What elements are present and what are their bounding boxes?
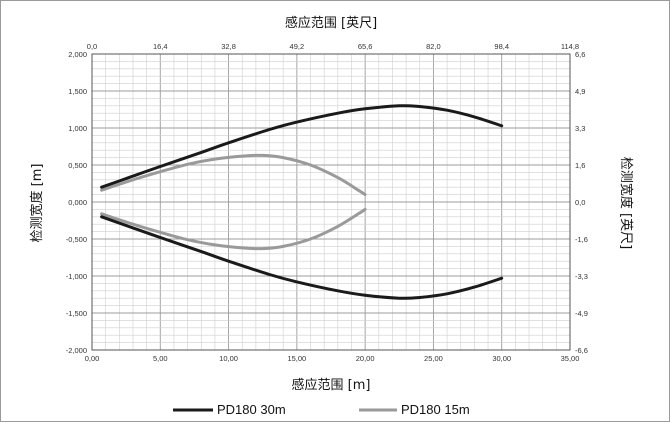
legend: PD180 30m PD180 15m xyxy=(173,402,470,417)
x-tick-label: 20,00 xyxy=(356,354,375,363)
x-tick-label: 5,00 xyxy=(153,354,168,363)
x2-tick-label: 65,6 xyxy=(358,42,373,51)
y-axis-title-right: 检测宽度 [英尺] xyxy=(618,157,634,249)
x-tick-label: 10,00 xyxy=(219,354,238,363)
series-line-pd180-30m-upper xyxy=(100,104,504,189)
y2-tick-label: 1,6 xyxy=(575,161,585,170)
x2-tick-label: 32,8 xyxy=(221,42,236,51)
top-axis-title: 感应范围 [英尺] xyxy=(285,15,377,31)
x-tick-label: 0,00 xyxy=(85,354,100,363)
series-line-pd180-15m-upper xyxy=(100,153,367,197)
y2-tick-label: 3,3 xyxy=(575,124,585,133)
x2-tick-label: 114,8 xyxy=(561,42,579,51)
tick-labels: 0,00 5,00 10,00 15,00 20,00 25,00 30,00 35,00 0,… xyxy=(66,42,588,363)
y2-tick-label: 4,9 xyxy=(575,87,585,96)
x2-tick-label: 82,0 xyxy=(426,42,441,51)
y2-tick-label: 0,0 xyxy=(575,198,585,207)
y-tick-label: -0,500 xyxy=(66,235,87,244)
y2-tick-label: -4,9 xyxy=(575,309,588,318)
x2-tick-label: 98,4 xyxy=(494,42,509,51)
y-axis-title-left: 检测宽度 [m] xyxy=(29,164,45,243)
x-tick-label: 30,00 xyxy=(492,354,511,363)
y-tick-label: 0,500 xyxy=(68,161,87,170)
plot-border xyxy=(91,53,571,351)
grid xyxy=(92,54,570,350)
x2-tick-label: 16,4 xyxy=(153,42,168,51)
series-line-pd180-30m-lower xyxy=(100,215,504,300)
series-line-pd180-15m-lower xyxy=(100,207,367,251)
y2-tick-label: -1,6 xyxy=(575,235,588,244)
plot-lines xyxy=(100,104,504,300)
x-axis-title: 感应范围 [m] xyxy=(292,377,371,393)
x-tick-label: 25,00 xyxy=(424,354,443,363)
y-tick-label: -1,500 xyxy=(66,309,87,318)
y2-tick-label: 6,6 xyxy=(575,50,585,59)
y-tick-label: 1,000 xyxy=(68,124,87,133)
y-tick-label: -1,000 xyxy=(66,272,87,281)
legend-label-pd180-30m: PD180 30m xyxy=(217,402,286,417)
x2-tick-label: 0,0 xyxy=(87,42,97,51)
y-tick-label: 0,000 xyxy=(68,198,87,207)
legend-label-pd180-15m: PD180 15m xyxy=(401,402,470,417)
x-tick-label: 15,00 xyxy=(287,354,306,363)
y-tick-label: 2,000 xyxy=(68,50,87,59)
x-tick-label: 35,00 xyxy=(561,354,580,363)
y-tick-label: -2,000 xyxy=(66,346,87,355)
x2-tick-label: 49,2 xyxy=(290,42,305,51)
y2-tick-label: -3,3 xyxy=(575,272,588,281)
y2-tick-label: -6,6 xyxy=(575,346,588,355)
y-tick-label: 1,500 xyxy=(68,87,87,96)
